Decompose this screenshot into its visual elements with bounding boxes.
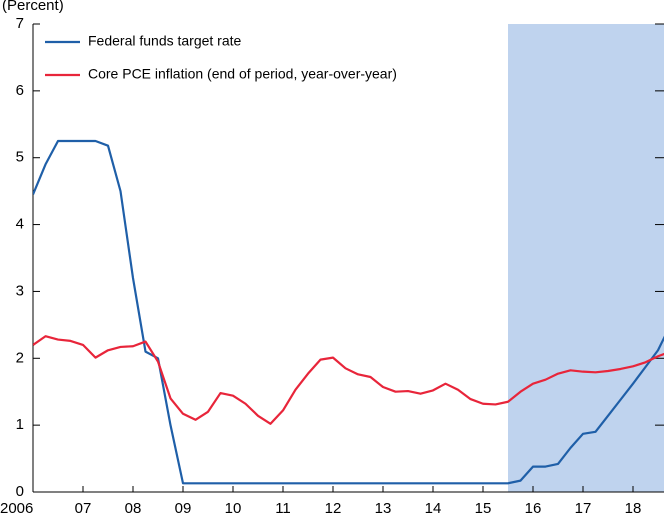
x-tick-label: 12	[325, 500, 342, 517]
y-tick-label: 1	[16, 416, 24, 433]
y-tick-label: 6	[16, 82, 24, 99]
x-tick-label: 2006	[0, 500, 33, 517]
x-tick-label: 11	[275, 500, 291, 517]
x-tick-label: 17	[575, 500, 592, 517]
shaded-region	[508, 24, 664, 492]
x-tick-label: 18	[625, 500, 642, 517]
x-tick-label: 08	[125, 500, 142, 517]
y-tick-label: 2	[16, 349, 24, 366]
x-tick-label: 07	[75, 500, 92, 517]
x-tick-label: 10	[225, 500, 242, 517]
x-tick-label: 14	[425, 500, 442, 517]
x-tick-label: 16	[525, 500, 542, 517]
legend-label: Core PCE inflation (end of period, year-…	[88, 66, 397, 82]
series-line	[33, 335, 664, 425]
y-tick-label: 0	[16, 483, 24, 500]
x-tick-label: 09	[175, 500, 192, 517]
y-tick-label: 5	[16, 149, 24, 166]
plot-lines	[33, 139, 664, 485]
y-tick-label: 7	[16, 15, 24, 32]
y-tick-label: 3	[16, 282, 24, 299]
x-tick-label: 15	[475, 500, 492, 517]
y-axis-label: (Percent)	[2, 0, 64, 14]
x-tick-label: 13	[375, 500, 392, 517]
legend-label: Federal funds target rate	[88, 33, 242, 49]
series-line	[33, 139, 664, 485]
y-tick-label: 4	[16, 216, 24, 233]
